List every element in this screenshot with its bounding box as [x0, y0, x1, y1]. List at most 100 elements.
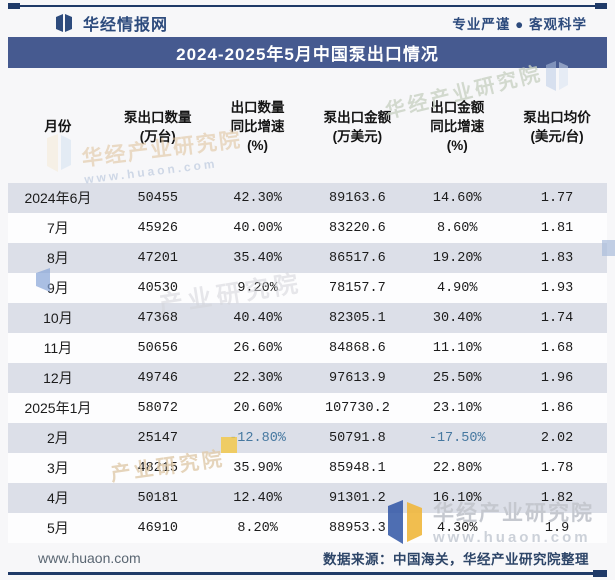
value-cell: 35.90%	[233, 460, 282, 476]
value-cell: 4.30%	[436, 520, 478, 536]
brand-tagline: 专业严谨 ● 客观科学	[452, 16, 587, 32]
table-row: 2025年1月 58072 20.60% 107730.2 23.10% 1.86	[8, 393, 607, 423]
value-cell: 1.74	[540, 310, 574, 326]
top-rule-right-nub	[595, 3, 607, 9]
column-header-line: 泵出口数量	[123, 109, 192, 125]
value-cell: 46910	[137, 520, 178, 536]
value-cell: 14.60%	[432, 190, 482, 206]
value-cell: 50656	[137, 340, 178, 356]
table-row: 10月 47368 40.40% 82305.1 30.40% 1.74	[8, 303, 607, 333]
month-cell: 10月	[43, 310, 73, 326]
value-cell: 4.90%	[436, 280, 478, 296]
value-cell: 78157.7	[329, 280, 386, 296]
table-row: 12月 49746 22.30% 97613.9 25.50% 1.96	[8, 363, 607, 393]
value-cell: 49746	[137, 370, 178, 386]
table-wrap: 月份 泵出口数量 (万台) 出口数量同比增速 (%) 泵出口金额 (万美元) 出口金额同比增速…	[8, 70, 607, 543]
value-cell: 86517.6	[329, 250, 386, 266]
value-cell: 82305.1	[329, 310, 386, 326]
table-row: 4月 50181 12.40% 91301.2 16.10% 1.82	[8, 483, 607, 513]
value-cell: 47368	[137, 310, 178, 326]
month-cell: 3月	[47, 460, 69, 476]
value-cell: 97613.9	[329, 370, 386, 386]
value-cell: 1.78	[540, 460, 574, 476]
column-header-1: 泵出口数量 (万台)	[108, 70, 208, 183]
value-cell: -12.80%	[229, 430, 286, 446]
table-body: 2024年6月 50455 42.30% 89163.6 14.60% 1.77 7月 459…	[8, 183, 607, 543]
column-header-3: 泵出口金额 (万美元)	[307, 70, 407, 183]
value-cell: 9.20%	[237, 280, 278, 296]
month-cell: 4月	[47, 490, 69, 506]
column-header-5: 泵出口均价 (美元/台)	[507, 70, 607, 183]
column-header-line: 同比增速	[430, 119, 485, 134]
column-header-line: (%)	[446, 138, 468, 153]
value-cell: 22.30%	[233, 370, 282, 386]
column-header-2: 出口数量同比增速 (%)	[208, 70, 308, 183]
value-cell: -17.50%	[428, 430, 486, 446]
month-cell: 5月	[47, 520, 69, 536]
column-header-0: 月份	[8, 70, 108, 183]
column-header-line: 月份	[44, 119, 72, 134]
value-cell: 1.81	[540, 220, 574, 236]
column-header-line: (万美元)	[332, 128, 383, 144]
value-cell: 84868.6	[329, 340, 386, 356]
value-cell: 50455	[137, 190, 178, 206]
value-cell: 23.10%	[432, 400, 482, 416]
brand-name: 华经情报网	[83, 16, 169, 34]
month-cell: 8月	[47, 250, 69, 266]
value-cell: 20.60%	[233, 400, 282, 416]
table-row: 3月 48215 35.90% 85948.1 22.80% 1.78	[8, 453, 607, 483]
bottom-rule	[8, 570, 607, 577]
table-row: 2月 25147 -12.80% 50791.8 -17.50% 2.02	[8, 423, 607, 453]
value-cell: 25.50%	[432, 370, 482, 386]
value-cell: 40530	[137, 280, 178, 296]
bottom-rule-right-nub	[593, 570, 607, 577]
month-cell: 9月	[47, 280, 69, 296]
month-cell: 2024年6月	[24, 190, 92, 206]
value-cell: 40.00%	[233, 220, 282, 236]
column-header-line: (%)	[247, 138, 269, 153]
month-cell: 11月	[43, 340, 73, 356]
top-rule	[8, 3, 607, 9]
value-cell: 1.86	[540, 400, 574, 416]
value-cell: 58072	[137, 400, 178, 416]
value-cell: 35.40%	[233, 250, 282, 266]
column-header-line: 同比增速	[230, 119, 285, 134]
value-cell: 1.96	[540, 370, 574, 386]
value-cell: 1.77	[540, 190, 574, 206]
value-cell: 1.83	[540, 250, 574, 266]
brand: 华经情报网	[54, 11, 168, 35]
column-header-line: 泵出口均价	[523, 109, 591, 125]
table-row: 9月 40530 9.20% 78157.7 4.90% 1.93	[8, 273, 607, 303]
column-header-line: 出口数量	[230, 100, 285, 115]
value-cell: 42.30%	[233, 190, 282, 206]
value-cell: 12.40%	[233, 490, 282, 506]
value-cell: 30.40%	[432, 310, 482, 326]
value-cell: 1.82	[540, 490, 574, 506]
top-rule-left-nub	[8, 3, 20, 9]
table-header-row: 月份 泵出口数量 (万台) 出口数量同比增速 (%) 泵出口金额 (万美元) 出口金额同比增速…	[8, 70, 607, 183]
table-row: 8月 47201 35.40% 86517.6 19.20% 1.83	[8, 243, 607, 273]
value-cell: 50181	[137, 490, 178, 506]
value-cell: 1.9	[544, 520, 570, 536]
export-data-table: 月份 泵出口数量 (万台) 出口数量同比增速 (%) 泵出口金额 (万美元) 出口金额同比增速…	[8, 70, 607, 543]
value-cell: 22.80%	[432, 460, 482, 476]
value-cell: 47201	[137, 250, 178, 266]
table-row: 11月 50656 26.60% 84868.6 11.10% 1.68	[8, 333, 607, 363]
value-cell: 91301.2	[329, 490, 386, 506]
value-cell: 83220.6	[329, 220, 386, 236]
table-row: 5月 46910 8.20% 88953.3 4.30% 1.9	[8, 513, 607, 543]
value-cell: 107730.2	[324, 400, 390, 416]
value-cell: 50791.8	[329, 430, 386, 446]
column-header-line: (美元/台)	[530, 128, 584, 144]
title-bar: 2024-2025年5月中国泵出口情况	[8, 37, 607, 68]
column-header-line: 出口金额	[430, 100, 485, 115]
table-row: 2024年6月 50455 42.30% 89163.6 14.60% 1.77	[8, 183, 607, 213]
value-cell: 25147	[137, 430, 178, 446]
value-cell: 19.20%	[432, 250, 482, 266]
value-cell: 89163.6	[329, 190, 386, 206]
page-title: 2024-2025年5月中国泵出口情况	[176, 45, 439, 64]
month-cell: 2025年1月	[24, 400, 92, 416]
brand-header: 华经情报网 专业严谨 ● 客观科学	[0, 9, 615, 36]
value-cell: 8.20%	[237, 520, 278, 536]
month-cell: 2月	[47, 430, 69, 446]
